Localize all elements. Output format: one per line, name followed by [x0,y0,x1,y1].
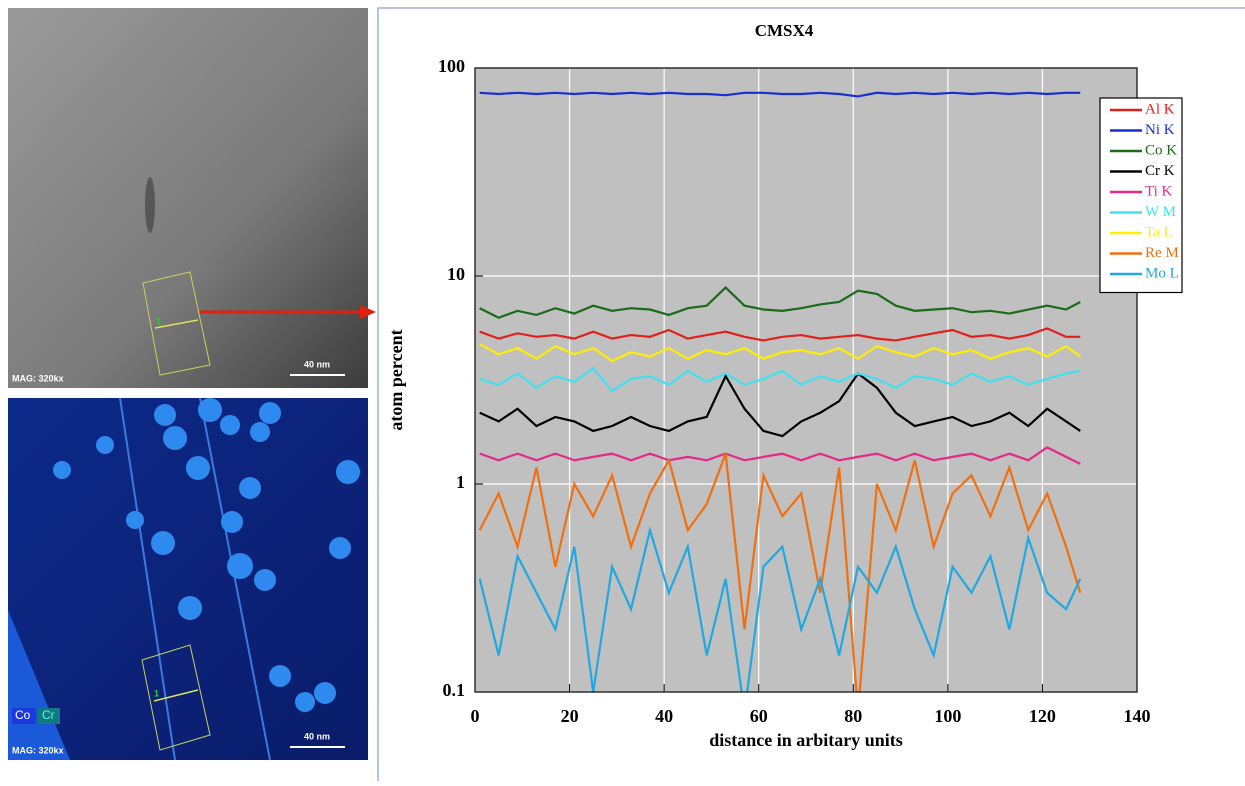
marker: 1 [156,316,161,326]
legend-label: Ti K [1145,183,1173,199]
y-tick-label: 1 [456,472,465,492]
x-tick-label: 40 [655,706,673,726]
legend-label: W M [1145,204,1176,220]
series-layer [478,91,1082,692]
legend-label: Re M [1145,245,1179,261]
legend-label: Al K [1145,101,1175,117]
eds-map: 1 Co Cr MAG: 320kx 40 nm [8,397,368,761]
series-line [479,91,1081,98]
arrow-head [360,305,376,319]
legend-label: Co K [1145,142,1177,158]
x-tick-label: 60 [750,706,768,726]
y-tick-label: 0.1 [443,680,466,700]
series-line [478,453,1082,692]
mag-label: MAG: 320kx [12,373,64,383]
legend-label: Ta L [1145,224,1173,240]
chart-title: CMSX4 [755,21,814,40]
scale-label: 40 nm [304,359,330,369]
plot-area [475,68,1137,692]
series-line [478,525,1082,692]
legend-label: Cr K [1145,163,1175,179]
marker: 1 [154,688,159,698]
legend-label: Mo L [1145,265,1179,281]
y-tick-label: 100 [438,56,465,76]
x-tick-label: 100 [934,706,961,726]
x-tick-label: 80 [844,706,862,726]
legend-label: Co [15,708,31,722]
x-tick-label: 20 [561,706,579,726]
plot-frame [474,67,1138,693]
x-tick-label: 120 [1029,706,1056,726]
x-tick-label: 140 [1124,706,1151,726]
series-line [479,446,1081,465]
stem-image: 1 MAG: 320kx 40 nm [8,8,368,388]
legend-label: Ni K [1145,122,1175,138]
x-tick-label: 0 [471,706,480,726]
series-line [479,327,1081,342]
series-line [479,371,1081,438]
mag-label: MAG: 320kx [12,745,64,755]
panel-border [377,7,1245,781]
x-axis-label: distance in arbitary units [709,730,903,750]
legend-label: Cr [42,708,55,722]
y-axis-label: atom percent [386,329,406,430]
series-line [479,366,1081,393]
y-tick-label: 10 [447,264,465,284]
scale-label: 40 nm [304,731,330,741]
chart: CMSX4 distance in arbitary units atom pe… [386,21,1183,750]
series-line [479,286,1081,319]
series-line [479,343,1081,363]
